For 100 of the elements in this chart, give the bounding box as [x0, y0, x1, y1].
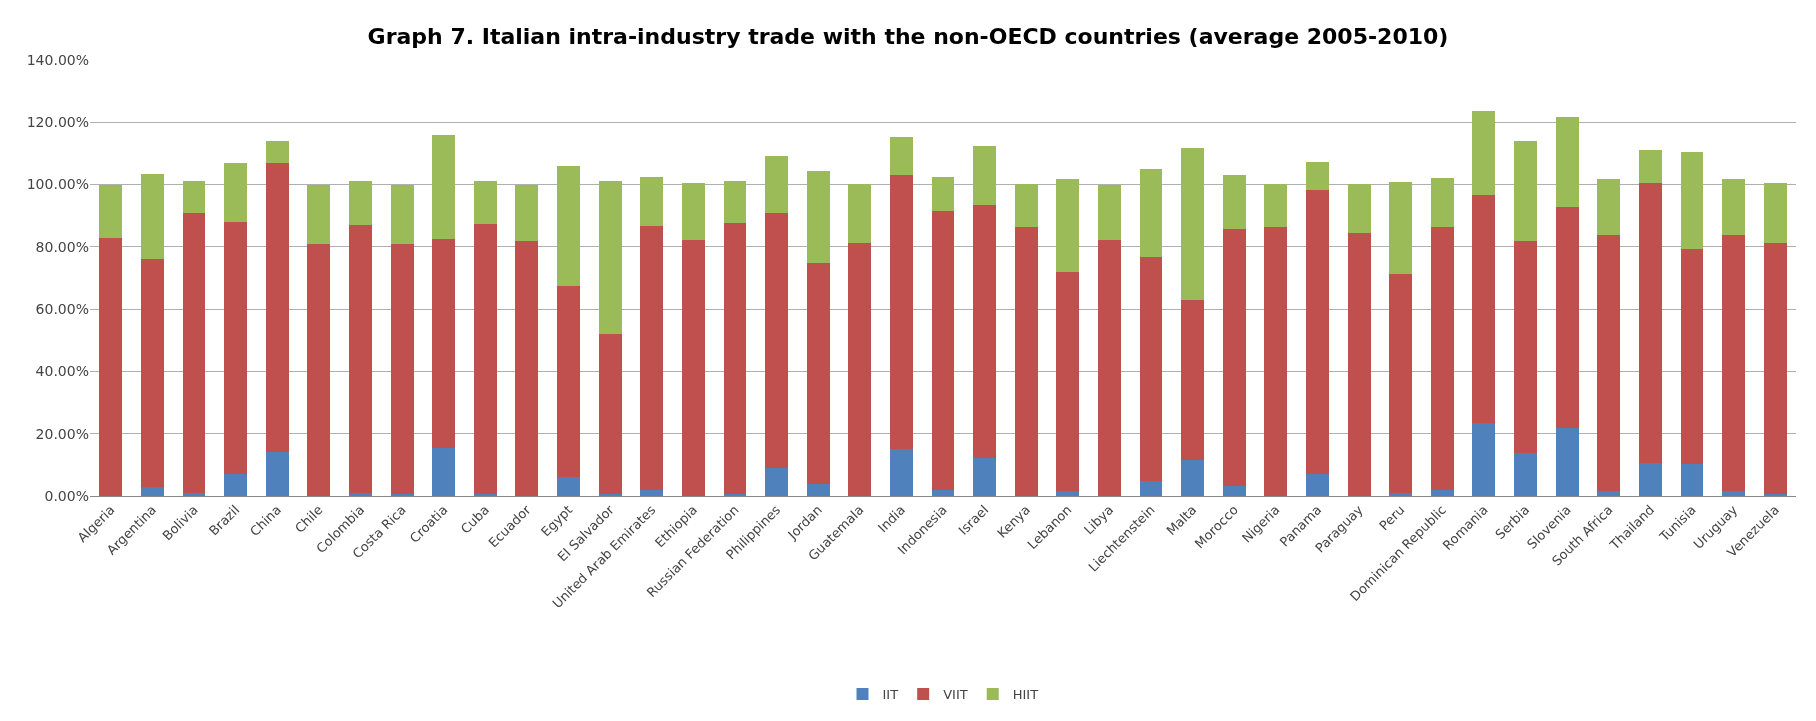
- y-tick-label: 140.00%: [26, 51, 89, 68]
- bar: [432, 239, 456, 448]
- bar: [931, 176, 955, 212]
- bar: [1389, 273, 1413, 494]
- y-tick-label: 20.00%: [35, 425, 89, 442]
- bar: [1555, 207, 1579, 429]
- bar: [265, 162, 289, 453]
- bar: [681, 183, 705, 240]
- bar: [99, 237, 123, 496]
- bar: [1430, 226, 1454, 491]
- bar: [265, 452, 289, 496]
- bar: [973, 458, 997, 496]
- bar: [224, 221, 248, 475]
- bar: [1222, 228, 1246, 486]
- bar: [1222, 175, 1246, 229]
- bar: [931, 489, 955, 496]
- legend-label: VIIT: [943, 687, 968, 703]
- bar: [515, 184, 539, 241]
- bar: [1514, 452, 1537, 496]
- bar: [1139, 169, 1163, 257]
- bar: [1472, 422, 1496, 496]
- bar: [473, 181, 497, 224]
- bar: [1722, 491, 1746, 496]
- bar: [1430, 178, 1454, 227]
- bar: [848, 242, 872, 496]
- bar: [806, 263, 830, 484]
- bar: [557, 477, 580, 496]
- bar: [1306, 189, 1329, 475]
- legend-label: HIIT: [1012, 687, 1039, 703]
- bar: [1181, 148, 1205, 300]
- bar: [640, 225, 664, 490]
- bar: [1389, 493, 1413, 496]
- bar: [224, 162, 248, 222]
- bar: [1181, 459, 1205, 496]
- bar: [640, 489, 664, 496]
- bar: [598, 334, 622, 494]
- bar: [1763, 243, 1787, 495]
- bar: [1306, 162, 1329, 190]
- bar: [182, 181, 206, 213]
- bar: [1472, 194, 1496, 423]
- bar: [640, 176, 664, 226]
- bar: [598, 181, 622, 335]
- bar: [224, 474, 248, 496]
- bar: [349, 181, 372, 226]
- bar: [723, 223, 747, 494]
- bar: [557, 285, 580, 478]
- bar: [1347, 184, 1371, 233]
- y-tick-label: 100.00%: [26, 176, 89, 193]
- y-tick-label: 40.00%: [35, 363, 89, 380]
- y-tick-label: 0.00%: [44, 487, 89, 504]
- bar: [1680, 151, 1704, 249]
- bar: [681, 239, 705, 496]
- bar: [1056, 271, 1080, 492]
- bar: [99, 184, 123, 238]
- bar: [889, 174, 913, 450]
- bar: [1264, 184, 1288, 227]
- y-tick-label: 80.00%: [35, 238, 89, 255]
- bar: [1638, 150, 1662, 183]
- bar: [1597, 234, 1621, 492]
- bar: [390, 243, 414, 495]
- bar: [557, 165, 580, 286]
- bar: [973, 205, 997, 459]
- bar: [598, 493, 622, 496]
- bar: [1763, 182, 1787, 244]
- bar: [1014, 183, 1038, 227]
- bar: [1264, 226, 1288, 496]
- bar: [182, 212, 206, 493]
- bar: [390, 184, 414, 244]
- bar: [1722, 234, 1746, 492]
- bar: [1638, 182, 1662, 463]
- bar: [1347, 232, 1371, 496]
- bar: [1430, 490, 1454, 496]
- bar: [307, 184, 331, 244]
- bar: [889, 137, 913, 175]
- bar: [1139, 481, 1163, 496]
- bar: [1139, 256, 1163, 482]
- bar: [1014, 226, 1038, 496]
- bar: [140, 173, 164, 260]
- bar: [265, 140, 289, 163]
- bar: [432, 134, 456, 240]
- bar: [889, 449, 913, 496]
- bar: [806, 483, 830, 496]
- bar: [1181, 299, 1205, 460]
- bar: [973, 145, 997, 206]
- bar: [1098, 239, 1121, 496]
- bar: [1638, 462, 1662, 496]
- bar: [1098, 184, 1121, 240]
- bar: [1555, 116, 1579, 208]
- bar: [432, 447, 456, 496]
- bar: [182, 492, 206, 496]
- bar: [1555, 428, 1579, 496]
- bar: [307, 243, 331, 496]
- y-tick-label: 60.00%: [35, 301, 89, 318]
- bar: [473, 223, 497, 495]
- bar: [140, 486, 164, 496]
- bar: [349, 492, 372, 496]
- bar: [1056, 491, 1080, 496]
- bar: [1514, 240, 1537, 453]
- bar: [140, 259, 164, 487]
- bar: [765, 213, 788, 468]
